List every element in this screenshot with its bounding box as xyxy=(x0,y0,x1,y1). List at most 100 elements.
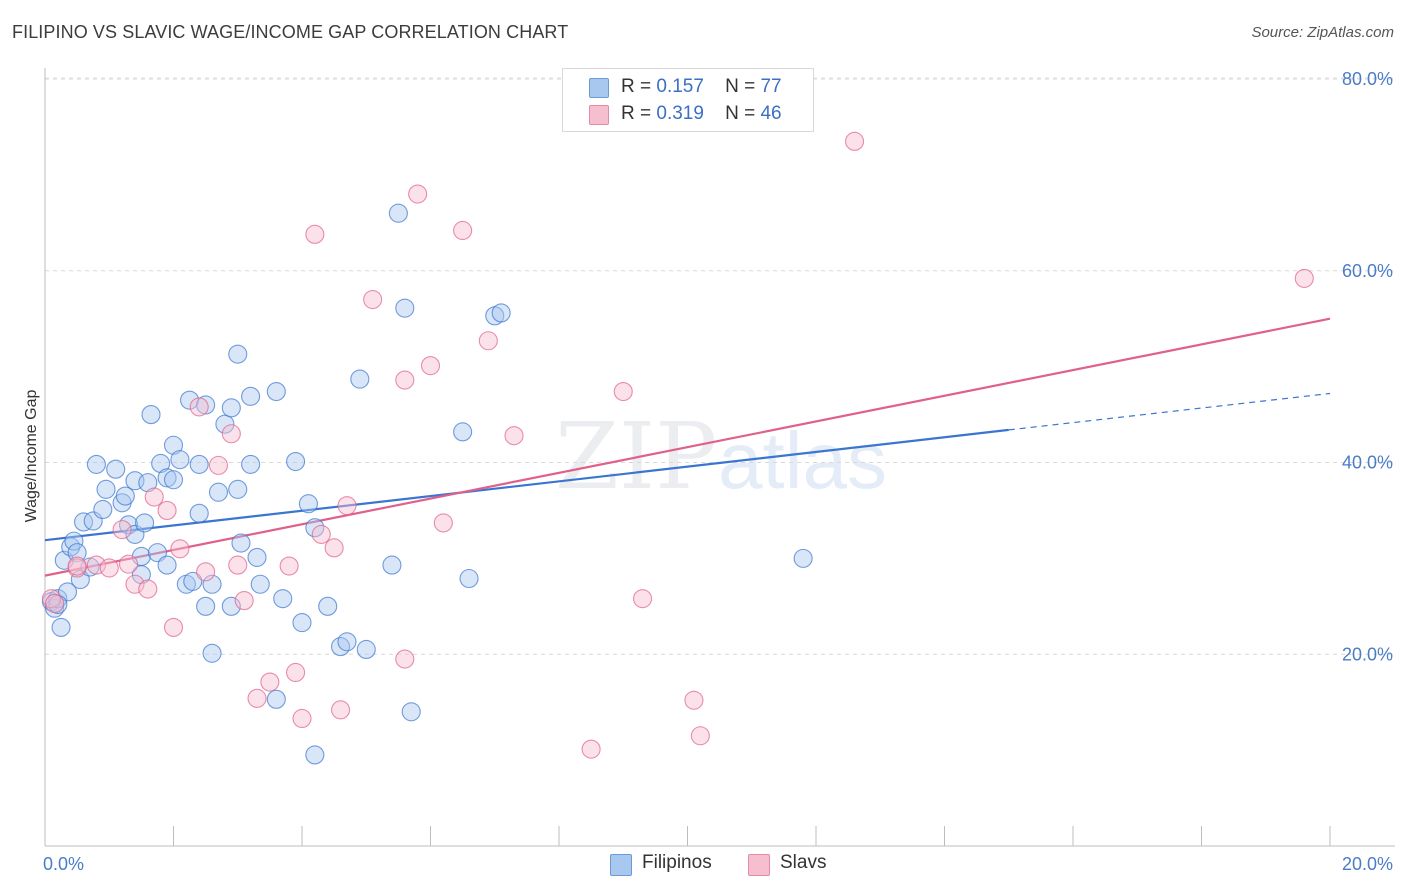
data-point xyxy=(690,726,710,746)
data-point xyxy=(157,468,177,488)
data-point xyxy=(395,370,415,390)
data-point xyxy=(67,556,87,576)
data-point xyxy=(86,454,106,474)
data-point xyxy=(196,596,216,616)
y-axis-label: Wage/Income Gap xyxy=(23,390,40,523)
legend-n-value: 77 xyxy=(760,76,782,97)
series-filipinos xyxy=(41,203,813,765)
data-point xyxy=(305,224,325,244)
data-point xyxy=(388,203,408,223)
y-tick-label: 40.0% xyxy=(1342,453,1393,473)
trend-lines xyxy=(44,317,1331,577)
legend-n-value: 46 xyxy=(760,103,782,124)
data-point xyxy=(478,331,498,351)
source-label: Source: ZipAtlas.com xyxy=(1251,24,1394,41)
data-point xyxy=(279,556,299,576)
data-point xyxy=(67,543,87,563)
data-point xyxy=(144,487,164,507)
data-point xyxy=(228,555,248,575)
data-point xyxy=(157,555,177,575)
data-point xyxy=(196,395,216,415)
data-point xyxy=(318,596,338,616)
data-point xyxy=(260,672,280,692)
data-point xyxy=(45,593,65,613)
data-point xyxy=(311,524,331,544)
data-point xyxy=(286,451,306,472)
y-tick-label: 60.0% xyxy=(1342,261,1393,281)
data-point xyxy=(298,494,318,514)
chart-title: FILIPINO VS SLAVIC WAGE/INCOME GAP CORRE… xyxy=(12,22,569,42)
data-point xyxy=(221,424,241,444)
legend-n-label: N = xyxy=(725,103,756,124)
trend-line-filipinos xyxy=(44,428,1009,542)
data-point xyxy=(401,702,421,722)
data-point xyxy=(135,513,155,533)
data-point xyxy=(844,131,865,151)
data-point xyxy=(292,708,312,729)
data-point xyxy=(138,579,158,599)
data-point xyxy=(453,422,473,442)
data-point xyxy=(356,639,376,660)
stats-legend: R = 0.157 N = 77 R = 0.319 N = 46 xyxy=(562,68,814,132)
x-tick-label: 20.0% xyxy=(1342,854,1393,874)
data-point xyxy=(266,382,286,402)
data-point xyxy=(250,574,270,594)
data-point xyxy=(151,453,171,474)
bottom-legend-label-slavs: Slavs xyxy=(780,852,827,873)
data-point xyxy=(286,662,306,683)
data-point xyxy=(189,454,209,474)
data-point xyxy=(241,386,261,406)
data-point xyxy=(504,426,524,446)
data-point xyxy=(330,700,351,720)
data-point xyxy=(231,533,251,553)
data-point xyxy=(337,632,357,652)
y-tick-label: 20.0% xyxy=(1342,644,1393,664)
legend-swatch-filipinos xyxy=(589,78,609,98)
data-point xyxy=(163,435,184,455)
data-point xyxy=(408,184,428,204)
data-point xyxy=(131,565,151,585)
legend-r-label: R = xyxy=(621,76,652,97)
data-point xyxy=(234,591,254,611)
data-point xyxy=(241,454,261,474)
data-point xyxy=(228,479,248,499)
data-point xyxy=(221,398,241,418)
data-point xyxy=(420,356,441,376)
data-point xyxy=(157,500,177,520)
data-point xyxy=(202,643,222,663)
data-point xyxy=(382,555,402,575)
data-point xyxy=(64,531,84,551)
data-point xyxy=(112,520,132,540)
data-point xyxy=(202,574,222,594)
data-point xyxy=(99,558,119,578)
zipatlas-watermark: ZIP atlas xyxy=(555,403,887,510)
data-point xyxy=(189,503,209,523)
data-point xyxy=(433,513,453,533)
legend-n-label: N = xyxy=(725,76,756,97)
x-tick-label: 0.0% xyxy=(43,854,84,874)
data-point xyxy=(74,512,94,532)
data-point xyxy=(459,568,479,589)
data-point xyxy=(1294,268,1314,288)
data-point xyxy=(170,450,190,470)
data-point xyxy=(395,649,415,669)
bottom-legend-swatch-filipinos xyxy=(610,854,632,876)
data-points xyxy=(41,131,1314,765)
data-point xyxy=(363,289,383,310)
data-point xyxy=(632,589,653,609)
data-point xyxy=(453,220,473,241)
data-point xyxy=(395,298,415,318)
data-point xyxy=(337,496,357,516)
data-point xyxy=(684,690,704,710)
data-point xyxy=(793,548,813,568)
bottom-legend-label-filipinos: Filipinos xyxy=(642,852,712,873)
data-point xyxy=(581,739,601,759)
data-point xyxy=(266,689,286,709)
axes xyxy=(44,68,1395,847)
data-point xyxy=(350,369,370,389)
data-point xyxy=(196,562,216,582)
data-point xyxy=(183,571,203,591)
data-point xyxy=(228,344,248,364)
data-point xyxy=(305,745,325,765)
